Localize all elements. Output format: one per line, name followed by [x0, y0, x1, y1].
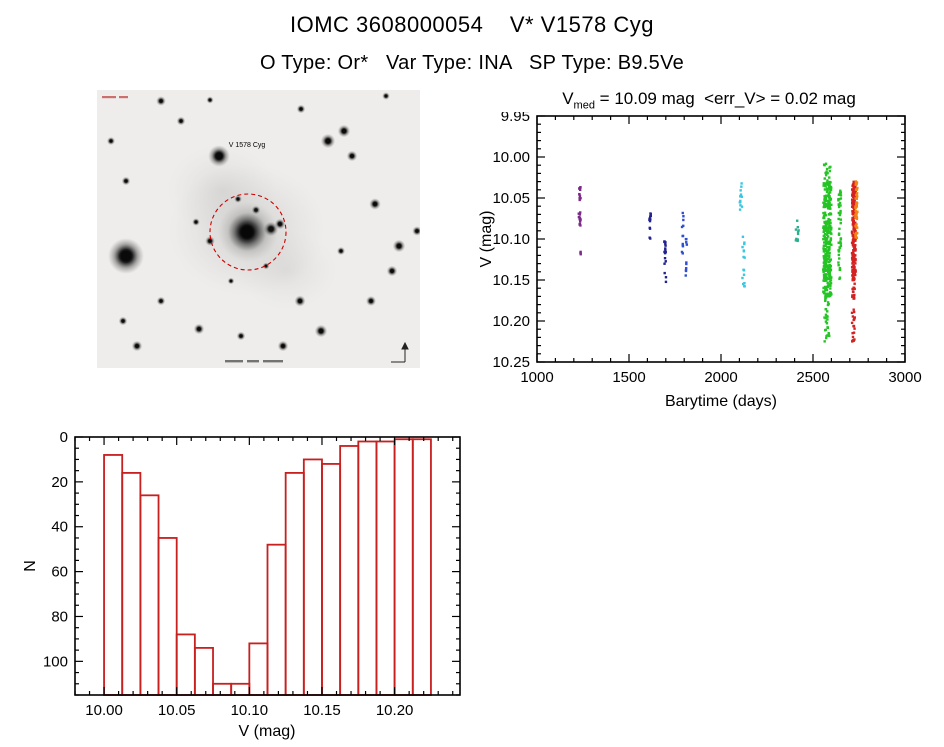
svg-text:100: 100	[43, 653, 68, 670]
histogram-plot: 10.00 10.05 10.10 10.15 10.20 0 20 40 60 80 100 V …	[22, 429, 461, 740]
svg-text:10.20: 10.20	[492, 313, 530, 330]
svg-text:20: 20	[51, 474, 68, 491]
lightcurve-plot: 1000 1500 2000 2500 3000 9.95 10.00 10.05 10.10 1…	[478, 108, 922, 410]
lightcurve-axes: 1000 1500 2000 2500 3000 9.95 10.00 10.05 10.10 1…	[492, 108, 921, 386]
svg-text:60: 60	[51, 564, 68, 581]
svg-text:10.00: 10.00	[85, 702, 123, 719]
target-marker-circle	[209, 193, 287, 271]
svg-text:10.00: 10.00	[492, 149, 530, 166]
svg-text:9.95: 9.95	[501, 112, 530, 125]
page-title: IOMC 3608000054 V* V1578 Cyg	[289, 12, 655, 37]
svg-text:10.10: 10.10	[231, 702, 269, 719]
target-label: V 1578 Cyg	[229, 142, 266, 149]
svg-text:10.20: 10.20	[376, 702, 414, 719]
svg-text:10.15: 10.15	[492, 272, 530, 289]
star-field	[106, 92, 422, 352]
finder-sky-image: V 1578 Cyg	[97, 90, 422, 368]
lightcurve-data-points	[577, 162, 859, 343]
lightcurve-ylabel: V (mag)	[478, 211, 495, 268]
svg-text:0: 0	[60, 430, 68, 446]
lightcurve-title-rest: = 10.09 mag <err_V> = 0.02 mag	[594, 89, 856, 108]
svg-text:3000: 3000	[888, 369, 921, 386]
svg-text:1500: 1500	[612, 369, 645, 386]
histogram-bars	[103, 438, 432, 696]
lightcurve-panel: Vmed = 10.09 mag <err_V> = 0.02 mag 1000…	[478, 86, 940, 412]
svg-text:2000: 2000	[704, 369, 737, 386]
svg-text:10.05: 10.05	[492, 190, 530, 207]
compass-arrow-icon	[391, 341, 409, 363]
histogram-axes: 10.00 10.05 10.10 10.15 10.20 0 20 40 60 80 100	[43, 429, 461, 719]
svg-text:10.25: 10.25	[492, 354, 530, 371]
page-subtitle: O Type: Or* Var Type: INA SP Type: B9.5V…	[259, 52, 685, 74]
corner-annotation-icon	[102, 96, 128, 99]
svg-text:40: 40	[51, 519, 68, 536]
lightcurve-title-v: V	[562, 89, 574, 108]
histogram-panel: 10.00 10.05 10.10 10.15 10.20 0 20 40 60 80 100 V …	[20, 429, 490, 747]
lightcurve-xlabel: Barytime (days)	[665, 393, 777, 410]
svg-text:2500: 2500	[796, 369, 829, 386]
histogram-ylabel: N	[22, 560, 39, 572]
scale-annotation-icon	[225, 360, 283, 363]
histogram-xlabel: V (mag)	[239, 723, 296, 740]
svg-text:10.10: 10.10	[492, 231, 530, 248]
svg-text:10.15: 10.15	[303, 702, 341, 719]
svg-text:10.05: 10.05	[158, 702, 196, 719]
lightcurve-title: Vmed = 10.09 mag <err_V> = 0.02 mag	[478, 86, 940, 112]
svg-text:1000: 1000	[520, 369, 553, 386]
lightcurve-title-sub: med	[573, 99, 595, 112]
finder-chart-panel: V 1578 Cyg	[97, 90, 422, 368]
svg-text:80: 80	[51, 608, 68, 625]
